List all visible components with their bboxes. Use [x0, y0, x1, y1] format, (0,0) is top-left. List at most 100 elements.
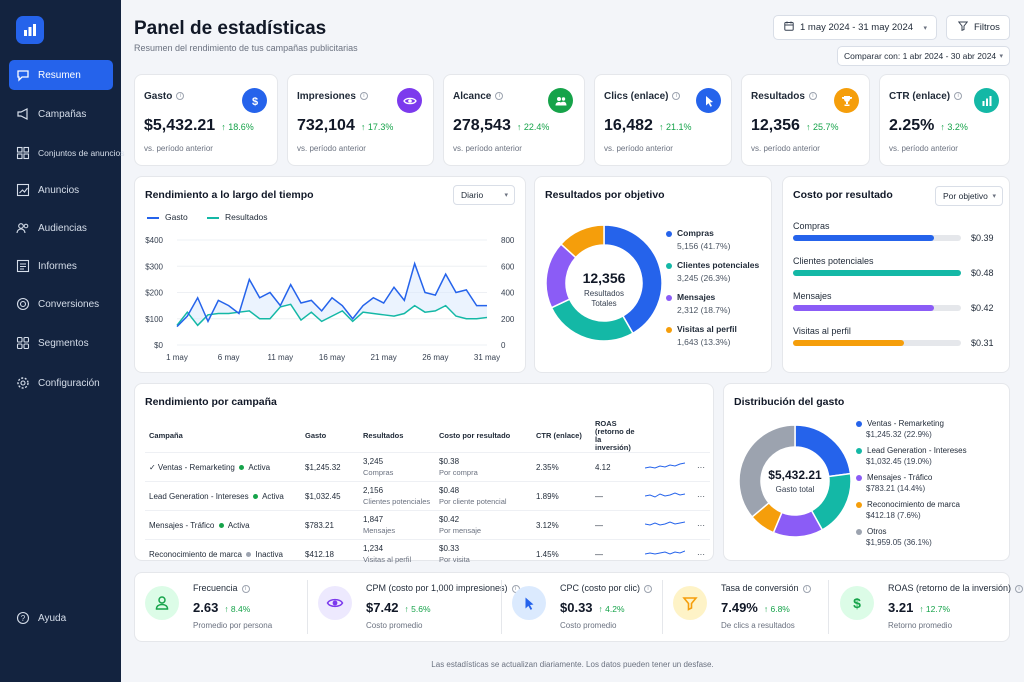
granularity-select[interactable]: Diario ▾: [453, 185, 515, 205]
kpi-label: Frecuencia i: [193, 583, 250, 593]
legend-gasto: Gasto: [147, 212, 188, 222]
kpi-sub: vs. período anterior: [604, 144, 673, 153]
cost-card: Costo por resultado Por objetivo ▾ Compra…: [782, 176, 1010, 373]
x-tick: 11 may: [268, 353, 294, 362]
chevron-down-icon: ▾: [504, 192, 508, 199]
x-tick: 21 may: [371, 353, 397, 362]
campaign-name: ✓ Ventas - Remarketing: [149, 462, 235, 472]
info-icon[interactable]: i: [672, 92, 681, 101]
distribution-item: Lead Generation - Intereses $1,032.45 (19…: [856, 446, 967, 466]
chevron-down-icon: ▾: [999, 53, 1003, 60]
sidebar-item-campanas[interactable]: Campañas: [9, 99, 113, 129]
granularity-value: Diario: [461, 190, 484, 200]
kpi-cpc: CPC (costo por clic) i $0.33 ↑ 4.2% Costo …: [502, 572, 662, 642]
x-tick: 16 may: [319, 353, 345, 362]
x-tick: 6 may: [218, 353, 240, 362]
info-icon[interactable]: i: [1015, 584, 1024, 593]
status-badge: Inactiva: [255, 549, 283, 559]
cost-value: $0.31: [971, 338, 994, 348]
divider: [501, 580, 502, 634]
chevron-down-icon: ▾: [992, 193, 996, 200]
info-icon[interactable]: i: [808, 92, 817, 101]
funnel-icon: [673, 586, 707, 620]
sidebar-item-informes[interactable]: Informes: [9, 251, 113, 281]
sidebar-item-audiencias[interactable]: Audiencias: [9, 213, 113, 243]
y-tick-right: 200: [501, 315, 515, 324]
objective-item: Visitas al perfil 1,643 (13.3%): [666, 324, 737, 347]
cost-value: $0.39: [971, 233, 994, 243]
table-row[interactable]: Reconocimiento de marca Inactiva $412.18…: [145, 539, 710, 569]
sidebar-item-anuncios[interactable]: Anuncios: [9, 175, 113, 205]
eye-icon: [397, 88, 422, 113]
sidebar-item-conversiones[interactable]: Conversiones: [9, 289, 113, 319]
kpi-label: CPC (costo por clic) i: [560, 583, 653, 593]
info-icon[interactable]: i: [954, 92, 963, 101]
info-icon[interactable]: i: [176, 92, 185, 101]
svg-text:$: $: [251, 96, 257, 108]
table-row[interactable]: ✓ Ventas - Remarketing Activa $1,245.32 …: [145, 452, 710, 482]
table-row[interactable]: Mensajes - Tráfico Activa $783.21 1,847 M…: [145, 510, 710, 540]
table-header-row: Campaña Gasto Resultados Costo por resul…: [145, 420, 710, 453]
series-line-gasto: [176, 261, 487, 328]
row-menu-button[interactable]: ···: [693, 539, 710, 569]
divider: [828, 580, 829, 634]
campaigns-card: Rendimiento por campaña Campaña Gasto Re…: [134, 383, 714, 569]
sidebar-item-resumen[interactable]: Resumen: [9, 60, 113, 90]
distribution-card: Distribución del gasto $5,432.21 Gasto t…: [723, 383, 1010, 561]
kpi-label: Alcance i: [453, 91, 504, 102]
objective-center-value: 12,356: [582, 270, 626, 286]
info-icon[interactable]: i: [802, 584, 811, 593]
row-menu-button[interactable]: ···: [693, 510, 710, 540]
kpi-card-impresiones: Impresiones i 732,104 ↑ 17.3% vs. período …: [287, 74, 434, 166]
col-header[interactable]: ROAS (retorno de la inversión): [595, 419, 635, 452]
date-range-picker[interactable]: 1 may 2024 - 31 may 2024 ▾: [773, 15, 937, 40]
legend-resultados: Resultados: [207, 212, 268, 222]
y-tick-left: $300: [145, 262, 163, 271]
kpi-change: ↑ 21.1%: [658, 122, 692, 132]
kpi-sub: Promedio por persona: [193, 621, 273, 630]
row-menu-button[interactable]: ···: [693, 481, 710, 511]
kpi-frecuencia: Frecuencia i 2.63 ↑ 8.4% Promedio por pers…: [135, 572, 307, 642]
y-tick-left: $200: [145, 289, 163, 298]
compare-select[interactable]: Comparar con: 1 abr 2024 - 30 abr 2024 ▾: [837, 46, 1010, 66]
campaigns-title: Rendimiento por campaña: [145, 396, 277, 408]
cost-select-value: Por objetivo: [943, 191, 988, 201]
sidebar-item-label: Informes: [38, 260, 77, 272]
cost-select[interactable]: Por objetivo ▾: [935, 186, 1003, 206]
sidebar-item-ayuda[interactable]: ? Ayuda: [9, 603, 113, 633]
sidebar-item-conjuntos[interactable]: Conjuntos de anuncios: [9, 138, 124, 168]
target-icon: [16, 297, 30, 311]
info-icon[interactable]: i: [495, 92, 504, 101]
kpi-sub: Retorno promedio: [888, 621, 953, 630]
y-tick-left: $0: [154, 341, 163, 350]
kpi-label: Resultados i: [751, 91, 817, 102]
performance-chart-card: Rendimiento a lo largo del tiempo Diario…: [134, 176, 526, 373]
segments-icon: [16, 336, 30, 350]
status-badge: Activa: [262, 491, 284, 501]
info-icon[interactable]: i: [359, 92, 368, 101]
campaign-spend: $1,245.32: [301, 452, 359, 482]
kpi-sub: vs. período anterior: [889, 144, 958, 153]
kpi-value: 732,104 ↑ 17.3%: [297, 117, 394, 134]
y-tick-right: 0: [501, 341, 506, 350]
sidebar-item-configuracion[interactable]: Configuración: [9, 368, 113, 398]
users-icon: [16, 221, 30, 235]
filters-button[interactable]: Filtros: [946, 15, 1010, 40]
sidebar-item-segmentos[interactable]: Segmentos: [9, 328, 113, 358]
kpi-change: ↑ 22.4%: [516, 122, 550, 132]
col-header[interactable]: Campaña: [149, 431, 183, 440]
info-icon[interactable]: i: [241, 584, 250, 593]
info-icon[interactable]: i: [644, 584, 653, 593]
kpi-sub: De clics a resultados: [721, 621, 795, 630]
col-header[interactable]: Resultados: [363, 431, 404, 440]
app-logo[interactable]: [16, 16, 44, 44]
table-row[interactable]: Lead Generation - Intereses Activa $1,03…: [145, 481, 710, 511]
cost-label: Compras: [793, 221, 830, 231]
col-header[interactable]: CTR (enlace): [536, 431, 582, 440]
campaign-name: Reconocimiento de marca: [149, 549, 242, 559]
col-header[interactable]: Costo por resultado: [439, 431, 511, 440]
col-header[interactable]: Gasto: [305, 431, 327, 440]
trend-chart-icon: [16, 183, 30, 197]
row-menu-button[interactable]: ···: [693, 452, 710, 482]
kpi-sub: Costo promedio: [560, 621, 617, 630]
